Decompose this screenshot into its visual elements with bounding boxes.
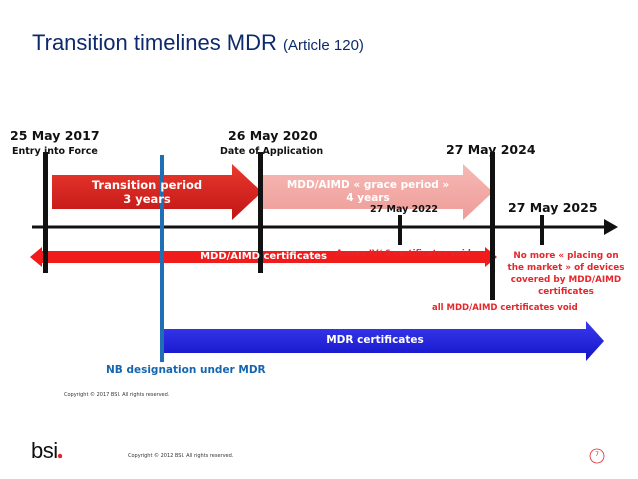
bsi-logo-dot: . bbox=[57, 438, 64, 463]
marker-2024 bbox=[490, 152, 495, 300]
annex-void-note: Annex IV/ 6 certificates void bbox=[336, 249, 471, 259]
copyright-top: Copyright © 2017 BSI. All rights reserve… bbox=[64, 392, 170, 398]
mdr-certificates-label: MDR certificates bbox=[326, 334, 424, 346]
marker-2020 bbox=[258, 152, 263, 273]
marker-2017 bbox=[43, 152, 48, 273]
all-certificates-void-note: all MDD/AIMD certificates void bbox=[432, 303, 578, 313]
transition-line2: 3 years bbox=[123, 192, 171, 206]
date-2020: 26 May 2020 bbox=[228, 128, 318, 143]
grace-line1: MDD/AIMD « grace period » bbox=[286, 179, 450, 191]
date-2025: 27 May 2025 bbox=[508, 200, 598, 215]
nb-designation-label: NB designation under MDR bbox=[106, 364, 266, 376]
page-number-circle bbox=[589, 448, 605, 464]
bsi-logo-text: bsi. bbox=[31, 438, 64, 463]
grace-period-arrow bbox=[262, 164, 493, 220]
page-title: Transition timelines MDR (Article 120) bbox=[32, 30, 364, 56]
logo-dot bbox=[57, 453, 63, 459]
marker-2025 bbox=[540, 215, 544, 245]
no-more-line2: the market » of devices bbox=[507, 263, 625, 273]
copyright-bottom: Copyright © 2012 BSI. All rights reserve… bbox=[128, 453, 234, 459]
nb-designation-line bbox=[160, 155, 164, 362]
no-more-line4: certificates bbox=[538, 287, 594, 297]
page-number: 7 bbox=[595, 451, 599, 458]
no-more-placing-note: No more « placing on the market » of dev… bbox=[500, 250, 632, 298]
label-entry-into-force: Entry into Force bbox=[12, 146, 98, 157]
marker-2022 bbox=[398, 215, 402, 245]
mdr-certificates-arrow bbox=[164, 321, 604, 361]
label-date-of-application: Date of Application bbox=[220, 146, 324, 157]
mdd-certificates-label: MDD/AIMD certificates bbox=[200, 251, 327, 262]
grace-period-text: MDD/AIMD « grace period » 4 years bbox=[262, 179, 474, 205]
mdd-certificates-arrow bbox=[30, 247, 497, 267]
transition-line1: Transition period bbox=[91, 178, 203, 192]
date-2024: 27 May 2024 bbox=[446, 142, 536, 157]
no-more-line1: No more « placing on bbox=[513, 251, 619, 261]
bsi-logo: bsi. bbox=[31, 438, 64, 464]
date-2022: 27 May 2022 bbox=[370, 204, 439, 215]
date-2017: 25 May 2017 bbox=[10, 128, 100, 143]
title-sub: (Article 120) bbox=[283, 37, 364, 54]
timeline-arrowhead bbox=[604, 219, 618, 235]
transition-period-text: Transition period 3 years bbox=[62, 178, 232, 206]
no-more-line3: covered by MDD/AIMD bbox=[510, 275, 622, 285]
grace-line2: 4 years bbox=[346, 192, 390, 204]
transition-period-arrow bbox=[52, 164, 262, 220]
title-main: Transition timelines MDR bbox=[32, 30, 277, 55]
